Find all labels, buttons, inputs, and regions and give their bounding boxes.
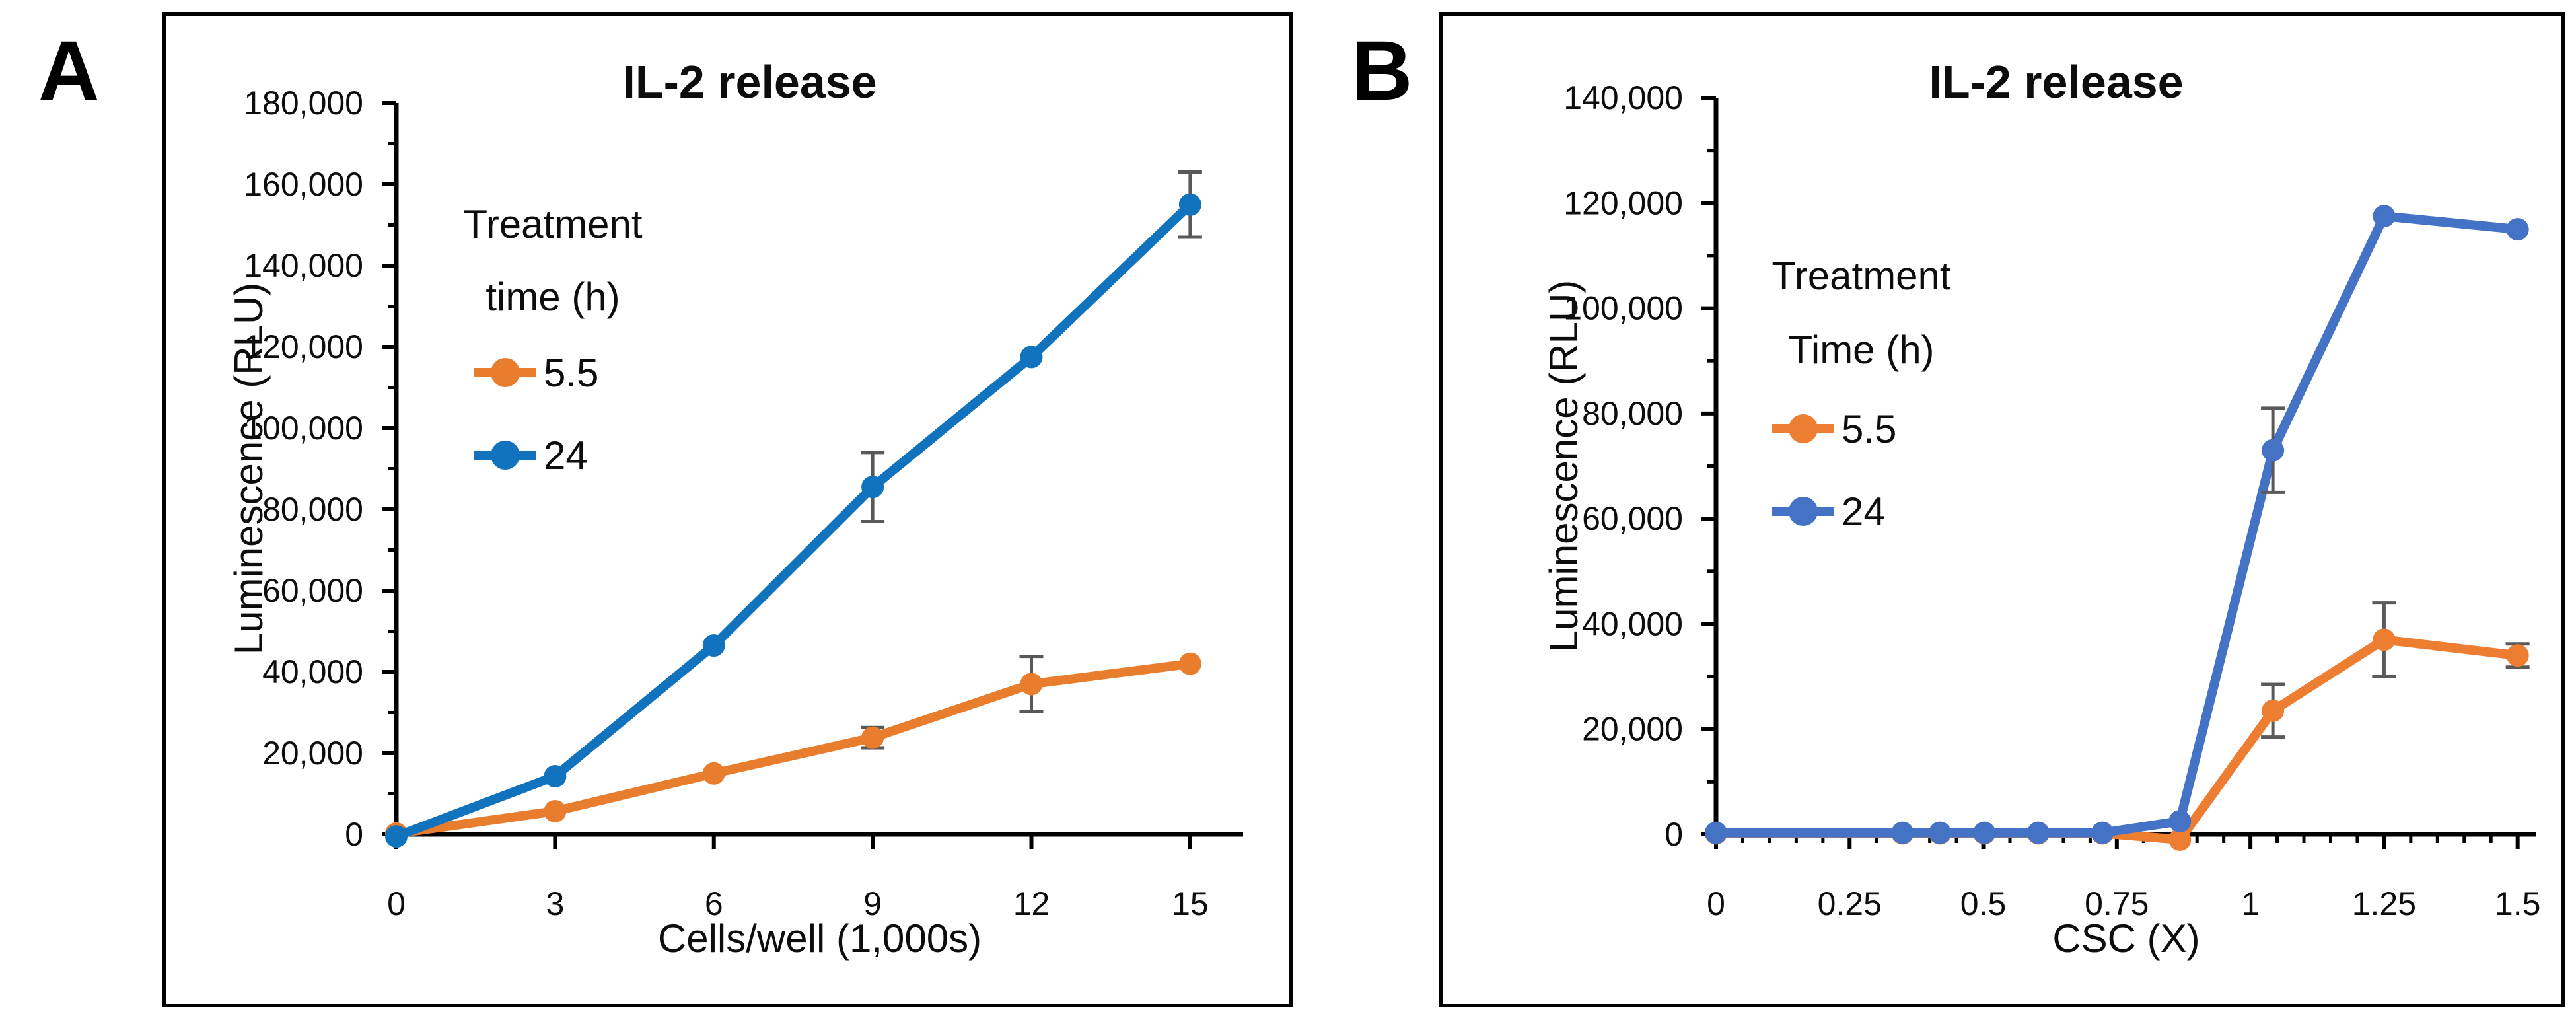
data-point-24 <box>1929 821 1952 844</box>
data-point-5.5 <box>1178 652 1201 675</box>
x-tick-label: 0.75 <box>2085 885 2149 922</box>
legend-marker-dot <box>491 358 520 387</box>
panel-letter-b: B <box>1351 24 1413 118</box>
chart-title: IL-2 release <box>622 56 877 108</box>
x-tick-label: 0.25 <box>1818 885 1882 922</box>
legend-item-label: 5.5 <box>544 351 598 395</box>
data-point-5.5 <box>861 726 884 749</box>
data-point-5.5 <box>2506 644 2529 667</box>
legend-title-line: Time (h) <box>1788 328 1934 372</box>
data-point-5.5 <box>2168 828 2192 851</box>
y-tick-label: 140,000 <box>244 247 363 284</box>
x-tick-label: 15 <box>1172 885 1209 922</box>
y-tick-label: 180,000 <box>244 85 363 122</box>
y-tick-label: 40,000 <box>1582 605 1683 642</box>
y-tick-label: 60,000 <box>1582 500 1683 537</box>
y-tick-label: 40,000 <box>262 653 363 690</box>
data-point-24 <box>2091 821 2114 844</box>
x-tick-label: 9 <box>863 885 882 922</box>
y-axis-title: Luminescence (RLU) <box>227 283 271 655</box>
x-axis-title: CSC (X) <box>2052 916 2200 961</box>
data-point-5.5 <box>544 799 567 822</box>
series-line-24 <box>394 201 1194 841</box>
legend-title-line: Treatment <box>1771 254 1951 298</box>
data-point-24 <box>2506 218 2529 241</box>
x-tick-label: 0 <box>1707 885 1725 922</box>
data-point-24 <box>2373 205 2396 228</box>
series-line-24 <box>1716 211 2519 838</box>
legend-marker-dot <box>491 441 520 470</box>
y-tick-label: 20,000 <box>262 735 363 772</box>
x-tick-label: 1.25 <box>2352 885 2416 922</box>
data-point-24 <box>1705 821 1727 844</box>
y-tick-label: 160,000 <box>244 166 363 203</box>
x-tick-label: 6 <box>705 885 723 922</box>
data-point-24 <box>385 825 408 848</box>
legend: Treatment time (h) 5.5 24 <box>463 202 643 478</box>
series-line-5.5 <box>1716 635 2519 844</box>
data-point-5.5 <box>702 762 725 785</box>
y-tick-label: 60,000 <box>262 572 363 609</box>
y-tick-label: 100,000 <box>244 410 363 447</box>
x-axis-title: Cells/well (1,000s) <box>658 916 982 961</box>
x-tick-label: 0 <box>387 885 406 922</box>
data-point-24 <box>702 634 725 657</box>
panel-b-chart: IL-2 release Luminescence (RLU) CSC (X) 0 20… <box>1439 12 2565 1007</box>
x-tick-label: 0.5 <box>1960 885 2007 922</box>
panel-a-chart: IL-2 release Luminescence (RLU) Cells/well… <box>162 12 1293 1007</box>
x-tick-label: 12 <box>1013 885 1050 922</box>
y-tick-label: 0 <box>345 816 363 853</box>
legend-item-label: 24 <box>1842 490 1886 534</box>
data-point-5.5 <box>2373 628 2396 651</box>
data-point-24 <box>1020 346 1043 369</box>
x-tick-label: 1 <box>2241 885 2260 922</box>
legend-title-line: time (h) <box>485 275 620 319</box>
data-point-5.5 <box>1020 673 1043 696</box>
series-line-5.5 <box>396 659 1191 838</box>
y-tick-label: 80,000 <box>262 491 363 528</box>
legend-marker-dot <box>1789 414 1818 443</box>
legend-item-label: 5.5 <box>1842 407 1896 451</box>
y-tick-label: 0 <box>1664 816 1683 853</box>
x-tick-label: 3 <box>546 885 564 922</box>
legend-item-label: 24 <box>544 433 588 478</box>
y-tick-label: 20,000 <box>1582 711 1683 748</box>
data-point-24 <box>861 476 884 499</box>
data-point-5.5 <box>2262 699 2285 722</box>
legend-marker-dot <box>1789 497 1818 526</box>
chart-svg-b: IL-2 release Luminescence (RLU) CSC (X) 0 20… <box>1439 12 2565 1007</box>
chart-svg-a: IL-2 release Luminescence (RLU) Cells/well… <box>162 12 1293 1007</box>
data-point-24 <box>544 765 567 788</box>
chart-title: IL-2 release <box>1929 56 2183 108</box>
panel-border <box>1439 12 2565 1007</box>
y-tick-label: 80,000 <box>1582 395 1683 432</box>
data-point-24 <box>2026 821 2050 844</box>
panel-border <box>162 12 1293 1007</box>
data-point-24 <box>2168 810 2192 833</box>
data-point-24 <box>2262 439 2285 462</box>
y-axis-title: Luminescence (RLU) <box>1542 280 1586 653</box>
panel-letter-a: A <box>38 24 100 118</box>
y-tick-label: 120,000 <box>244 328 363 365</box>
legend: Treatment Time (h) 5.5 24 <box>1771 254 1951 534</box>
y-tick-label: 140,000 <box>1563 79 1683 116</box>
data-point-24 <box>1178 193 1201 216</box>
y-tick-label: 120,000 <box>1563 184 1683 221</box>
data-point-24 <box>1891 821 1914 844</box>
x-tick-label: 1.5 <box>2495 885 2541 922</box>
y-tick-label: 100,000 <box>1563 290 1683 327</box>
legend-title-line: Treatment <box>463 202 643 246</box>
data-point-24 <box>1973 821 1996 844</box>
